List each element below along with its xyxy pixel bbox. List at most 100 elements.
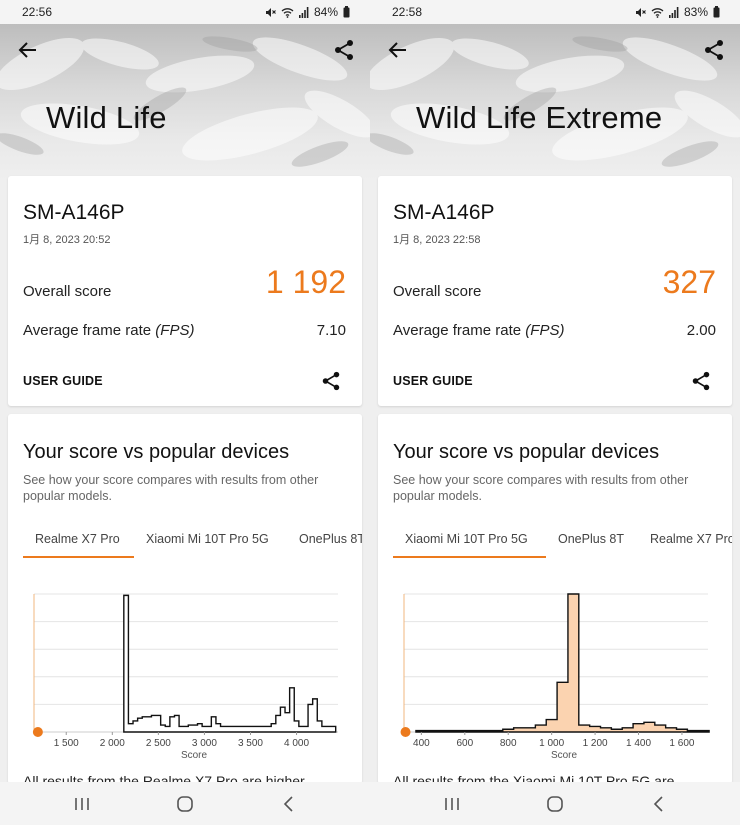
fps-label: Average frame rate (FPS): [23, 322, 194, 339]
status-icons: 84%: [265, 5, 350, 19]
back-nav-icon[interactable]: [647, 794, 671, 814]
result-date: 1月 8, 2023 22:58: [393, 234, 481, 246]
battery-percent: 83%: [683, 5, 708, 19]
system-navigation-bar: [370, 782, 740, 825]
home-icon[interactable]: [543, 794, 567, 814]
status-time: 22:56: [22, 5, 53, 19]
share-icon[interactable]: [332, 38, 356, 62]
x-tick-label: 1 000: [539, 738, 564, 749]
comparison-card: Your score vs popular devices See how yo…: [8, 414, 362, 784]
comparison-card: Your score vs popular devices See how yo…: [378, 414, 732, 784]
distribution-area: [123, 594, 337, 733]
distribution-area: [415, 593, 710, 733]
user-guide-link[interactable]: USER GUIDE: [23, 374, 103, 388]
x-tick-label: 4 000: [284, 738, 309, 749]
x-axis-label: Score: [551, 750, 578, 761]
recent-apps-icon[interactable]: [440, 794, 464, 814]
device-name: SM-A146P: [23, 201, 125, 224]
test-title: Wild Life Extreme: [416, 100, 663, 135]
x-tick-label: 3 500: [238, 738, 263, 749]
tab-device-2[interactable]: Xiaomi Mi 10T Pro 5G: [146, 532, 269, 546]
x-tick-label: 1 500: [54, 738, 79, 749]
x-tick-label: 2 000: [100, 738, 125, 749]
status-icons: 83%: [635, 5, 720, 19]
x-tick-label: 600: [456, 738, 473, 749]
score-distribution-svg: 400 600 800 1 000 1 200 1 400 1 600 Score: [400, 593, 710, 761]
x-tick-label: 400: [413, 738, 430, 749]
fps-unit: (FPS): [155, 322, 195, 339]
signal-icon: [298, 6, 309, 18]
phone-wild-life: 22:56 84%: [0, 0, 370, 825]
battery-icon: [343, 6, 350, 18]
test-title: Wild Life: [46, 100, 167, 135]
x-tick-label: 1 200: [583, 738, 608, 749]
back-arrow-icon[interactable]: [16, 38, 40, 62]
comparison-title: Your score vs popular devices: [23, 441, 290, 463]
fps-label-text: Average frame rate: [23, 322, 156, 339]
wifi-icon: [281, 7, 294, 18]
battery-icon: [713, 6, 720, 18]
device-name: SM-A146P: [393, 201, 495, 224]
signal-icon: [668, 6, 679, 18]
mute-icon: [265, 7, 276, 17]
battery-percent: 84%: [313, 5, 338, 19]
overall-score-label: Overall score: [23, 283, 112, 300]
status-time: 22:58: [392, 5, 423, 19]
share-result-icon[interactable]: [690, 370, 712, 392]
recent-apps-icon[interactable]: [70, 794, 94, 814]
hero-banner: Wild Life Extreme: [370, 24, 740, 180]
device-tabs: Realme X7 Pro Xiaomi Mi 10T Pro 5G OnePl…: [23, 528, 362, 560]
your-score-marker: [32, 727, 43, 737]
x-tick-label: 1 400: [626, 738, 651, 749]
fps-label: Average frame rate (FPS): [393, 322, 564, 339]
phone-wild-life-extreme: 22:58 83%: [370, 0, 740, 825]
tab-device-1[interactable]: Xiaomi Mi 10T Pro 5G: [405, 532, 528, 546]
fps-value: 7.10: [316, 322, 346, 339]
tab-device-3[interactable]: OnePlus 8T: [299, 532, 362, 546]
share-result-icon[interactable]: [320, 370, 342, 392]
hero-background-image: [0, 36, 370, 167]
comparison-result-text: All results from the Xiaomi Mi 10T Pro 5…: [393, 773, 675, 784]
hero-banner: Wild Life: [0, 24, 370, 180]
tab-device-1[interactable]: Realme X7 Pro: [35, 532, 120, 546]
active-tab-indicator: [393, 556, 546, 558]
back-nav-icon[interactable]: [277, 794, 301, 814]
result-card: SM-A146P 1月 8, 2023 22:58 Overall score …: [378, 176, 732, 406]
active-tab-indicator: [23, 556, 134, 558]
fps-value: 2.00: [686, 322, 716, 339]
x-tick-label: 2 500: [146, 738, 171, 749]
share-icon[interactable]: [702, 38, 726, 62]
tab-device-2[interactable]: OnePlus 8T: [558, 532, 625, 546]
fps-unit: (FPS): [525, 322, 565, 339]
comparison-description: See how your score compares with results…: [23, 473, 319, 503]
device-tabs: Xiaomi Mi 10T Pro 5G OnePlus 8T Realme X…: [393, 528, 732, 560]
comparison-result-text: All results from the Realme X7 Pro are h…: [23, 773, 305, 784]
your-score-marker: [400, 727, 411, 737]
status-bar: 22:56 84%: [0, 0, 370, 24]
result-date: 1月 8, 2023 20:52: [23, 234, 111, 246]
score-distribution-chart: 1 500 2 000 2 500 3 000 3 500 4 000 Score: [20, 582, 350, 762]
hero-background-image: [370, 36, 740, 167]
overall-score-value: 1 192: [265, 264, 346, 300]
score-distribution-svg: 1 500 2 000 2 500 3 000 3 500 4 000 Score: [32, 593, 338, 761]
system-navigation-bar: [0, 782, 370, 825]
score-distribution-chart: 400 600 800 1 000 1 200 1 400 1 600 Score: [390, 582, 720, 762]
mute-icon: [635, 7, 646, 17]
x-tick-label: 3 000: [192, 738, 217, 749]
user-guide-link[interactable]: USER GUIDE: [393, 374, 473, 388]
wifi-icon: [651, 7, 664, 18]
x-tick-label: 800: [500, 738, 517, 749]
comparison-title: Your score vs popular devices: [393, 441, 660, 463]
overall-score-value: 327: [662, 264, 716, 300]
x-tick-label: 1 600: [669, 738, 694, 749]
status-bar: 22:58 83%: [370, 0, 740, 24]
comparison-description: See how your score compares with results…: [393, 473, 689, 503]
fps-label-text: Average frame rate: [393, 322, 526, 339]
back-arrow-icon[interactable]: [386, 38, 410, 62]
x-axis-label: Score: [181, 750, 208, 761]
tab-device-3[interactable]: Realme X7 Pro: [650, 532, 732, 546]
overall-score-label: Overall score: [393, 283, 482, 300]
result-card: SM-A146P 1月 8, 2023 20:52 Overall score …: [8, 176, 362, 406]
home-icon[interactable]: [173, 794, 197, 814]
